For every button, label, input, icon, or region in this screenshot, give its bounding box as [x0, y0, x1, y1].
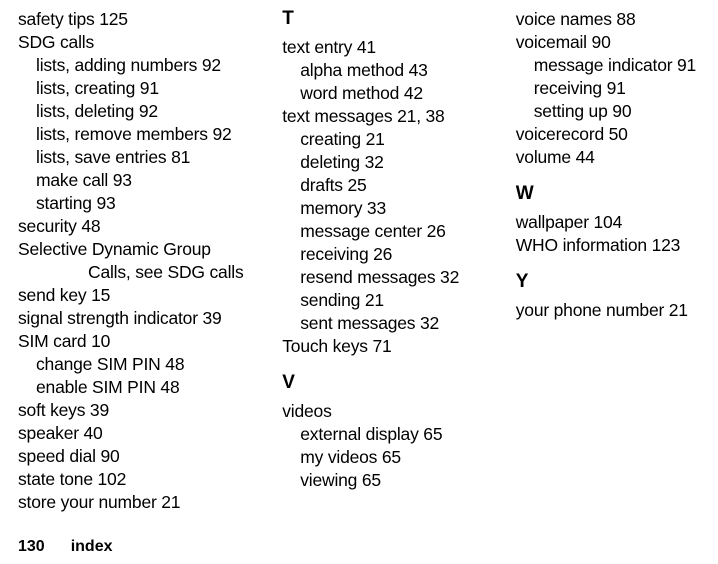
index-subentry: lists, remove members 92	[18, 123, 260, 146]
index-column-1: safety tips 125 SDG calls lists, adding …	[18, 8, 260, 514]
index-subentry: drafts 25	[282, 174, 493, 197]
index-subentry: starting 93	[18, 192, 260, 215]
section-letter-w: W	[516, 183, 708, 205]
index-subentry: deleting 32	[282, 151, 493, 174]
index-subentry: memory 33	[282, 197, 493, 220]
index-entry: WHO information 123	[516, 234, 708, 257]
index-entry: store your number 21	[18, 491, 260, 514]
section-letter-y: Y	[516, 271, 708, 293]
index-entry: SIM card 10	[18, 330, 260, 353]
index-subentry: lists, deleting 92	[18, 100, 260, 123]
index-entry: voicerecord 50	[516, 123, 708, 146]
index-subentry: alpha method 43	[282, 59, 493, 82]
index-entry: videos	[282, 400, 493, 423]
index-subentry: lists, save entries 81	[18, 146, 260, 169]
index-subentry: external display 65	[282, 423, 493, 446]
index-entry: Selective Dynamic Group	[18, 238, 260, 261]
index-entry: SDG calls	[18, 31, 260, 54]
index-subentry: receiving 91	[516, 77, 708, 100]
index-entry: voice names 88	[516, 8, 708, 31]
index-entry: voicemail 90	[516, 31, 708, 54]
index-subentry: resend messages 32	[282, 266, 493, 289]
index-entry: your phone number 21	[516, 299, 708, 322]
index-subentry: message indicator 91	[516, 54, 708, 77]
index-subentry: word method 42	[282, 82, 493, 105]
index-subentry: my videos 65	[282, 446, 493, 469]
index-subentry: setting up 90	[516, 100, 708, 123]
index-subentry: message center 26	[282, 220, 493, 243]
index-entry: volume 44	[516, 146, 708, 169]
section-letter-v: V	[282, 372, 493, 394]
index-subentry: Calls, see SDG calls	[18, 261, 260, 284]
index-entry: text messages 21, 38	[282, 105, 493, 128]
index-entry: safety tips 125	[18, 8, 260, 31]
index-entry: state tone 102	[18, 468, 260, 491]
index-entry: Touch keys 71	[282, 335, 493, 358]
index-subentry: change SIM PIN 48	[18, 353, 260, 376]
footer-label: index	[71, 538, 113, 555]
index-entry: text entry 41	[282, 36, 493, 59]
index-entry: security 48	[18, 215, 260, 238]
index-entry: signal strength indicator 39	[18, 307, 260, 330]
index-subentry: enable SIM PIN 48	[18, 376, 260, 399]
index-subentry: creating 21	[282, 128, 493, 151]
index-subentry: receiving 26	[282, 243, 493, 266]
index-entry: speaker 40	[18, 422, 260, 445]
index-column-3: voice names 88 voicemail 90 message indi…	[516, 8, 708, 514]
index-subentry: viewing 65	[282, 469, 493, 492]
index-entry: wallpaper 104	[516, 211, 708, 234]
index-entry: send key 15	[18, 284, 260, 307]
index-subentry: lists, creating 91	[18, 77, 260, 100]
index-subentry: sending 21	[282, 289, 493, 312]
index-page: safety tips 125 SDG calls lists, adding …	[0, 0, 718, 564]
index-entry: speed dial 90	[18, 445, 260, 468]
page-number: 130	[18, 538, 45, 555]
index-columns: safety tips 125 SDG calls lists, adding …	[18, 8, 708, 514]
section-letter-t: T	[282, 8, 493, 30]
index-subentry: sent messages 32	[282, 312, 493, 335]
index-entry: soft keys 39	[18, 399, 260, 422]
index-subentry: lists, adding numbers 92	[18, 54, 260, 77]
page-footer: 130 index	[18, 538, 113, 556]
index-column-2: T text entry 41 alpha method 43 word met…	[282, 8, 493, 514]
index-subentry: make call 93	[18, 169, 260, 192]
